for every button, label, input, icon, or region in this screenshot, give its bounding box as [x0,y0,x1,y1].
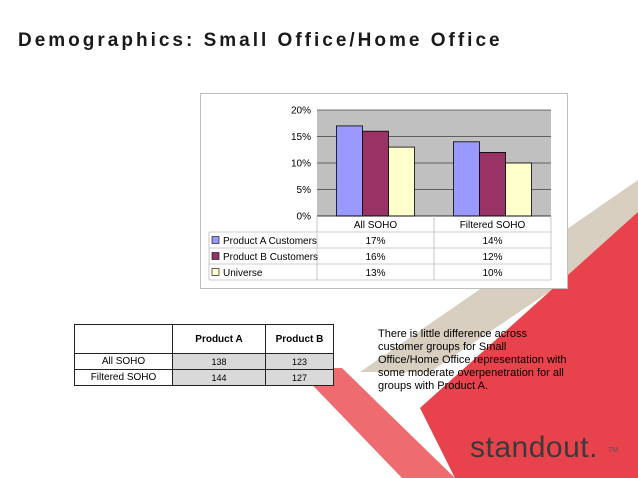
bar [453,141,480,217]
y-tick-label: 20% [291,106,311,117]
table-row: All SOHO 138 123 [74,353,334,370]
y-tick-label: 15% [291,132,311,143]
commentary-text: There is little difference across custom… [378,328,567,392]
bar [362,130,389,217]
legend-swatch [211,252,220,260]
legend-swatch [211,268,220,276]
table-cell: 138 [172,353,266,370]
table-cell: 123 [265,353,334,370]
bar [505,162,532,217]
bar-chart: 0% 5% 10% 15% 20% All SOHO Filtered SOHO Produc… [208,106,552,281]
table-header-row: Product A Product B [74,324,334,354]
table-row-label: Filtered SOHO [74,369,173,386]
bar [388,146,415,217]
table-cell: 127 [265,369,334,386]
legend-label: Product A Customers [223,236,317,247]
data-label: 17% [365,236,385,247]
page-title: Demographics: Small Office/Home Office [18,30,503,51]
table-row-label: All SOHO [74,353,173,370]
data-label: 10% [482,268,502,279]
legend-swatch [211,236,220,244]
data-label: 12% [482,252,502,263]
table-row: Filtered SOHO 144 127 [74,369,334,386]
legend-label: Universe [223,268,263,279]
table-header-product-a: Product A [172,324,266,354]
index-table: Product A Product B All SOHO 138 123 Fil… [74,324,334,386]
table-cell: 144 [172,369,266,386]
x-tick-label: All SOHO [354,220,398,231]
brand-logo: standout. [470,431,598,464]
decor-red-stroke-short [296,368,455,478]
bar [479,152,506,217]
chart-panel: 0% 5% 10% 15% 20% All SOHO Filtered SOHO Produc… [200,93,568,289]
y-tick-label: 10% [291,159,311,170]
data-label: 14% [482,236,502,247]
data-label: 13% [365,268,385,279]
legend-label: Product B Customers [223,252,318,263]
data-label: 16% [365,252,385,263]
x-tick-label: Filtered SOHO [460,220,526,231]
bar [336,125,363,217]
table-header-empty [74,324,173,354]
decor-red-stroke-long [420,212,638,478]
y-tick-label: 5% [297,185,312,196]
trademark-mark: TM [608,447,619,454]
y-tick-label: 0% [297,212,312,223]
table-header-product-b: Product B [265,324,334,354]
